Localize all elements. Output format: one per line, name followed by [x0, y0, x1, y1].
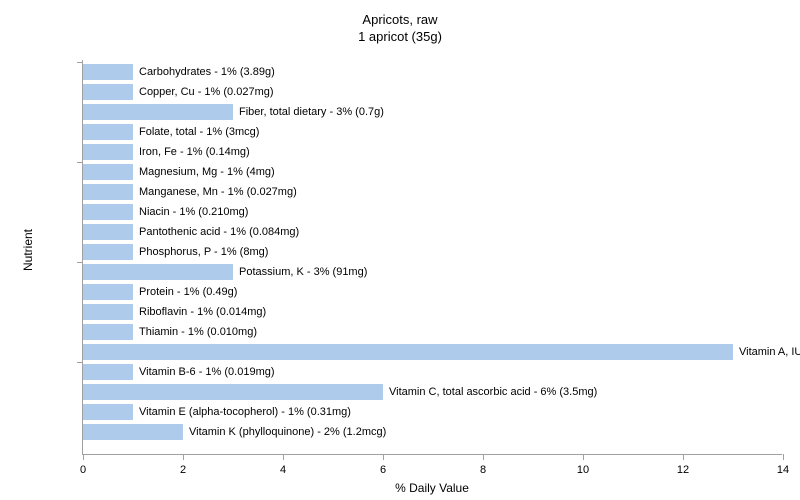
bar-label: Magnesium, Mg - 1% (4mg) [139, 166, 275, 178]
bar-row: Vitamin A, IU - 13% (674IU) [83, 344, 800, 360]
bar [83, 84, 133, 100]
bar-label: Vitamin C, total ascorbic acid - 6% (3.5… [389, 386, 597, 398]
bar [83, 64, 133, 80]
plot-area: 02468101214Carbohydrates - 1% (3.89g)Cop… [82, 60, 782, 455]
bar-label: Thiamin - 1% (0.010mg) [139, 326, 257, 338]
x-tick-label: 14 [777, 464, 789, 476]
bar-row: Riboflavin - 1% (0.014mg) [83, 304, 266, 320]
bar-row: Manganese, Mn - 1% (0.027mg) [83, 184, 297, 200]
y-axis-label-text: Nutrient [21, 229, 35, 271]
bar [83, 104, 233, 120]
bar-row: Potassium, K - 3% (91mg) [83, 264, 367, 280]
bar-row: Vitamin K (phylloquinone) - 2% (1.2mcg) [83, 424, 386, 440]
bar [83, 424, 183, 440]
bar-label: Vitamin B-6 - 1% (0.019mg) [139, 366, 275, 378]
bar [83, 324, 133, 340]
bar [83, 384, 383, 400]
x-tick-label: 8 [480, 464, 486, 476]
bar-label: Riboflavin - 1% (0.014mg) [139, 306, 266, 318]
bar-label: Iron, Fe - 1% (0.14mg) [139, 146, 250, 158]
x-tick [383, 454, 384, 460]
x-tick [283, 454, 284, 460]
bar-row: Carbohydrates - 1% (3.89g) [83, 64, 275, 80]
chart-title-block: Apricots, raw 1 apricot (35g) [0, 12, 800, 46]
bar [83, 224, 133, 240]
bar-label: Manganese, Mn - 1% (0.027mg) [139, 186, 297, 198]
bar-row: Phosphorus, P - 1% (8mg) [83, 244, 268, 260]
bar [83, 364, 133, 380]
x-tick-label: 12 [677, 464, 689, 476]
bar [83, 184, 133, 200]
bar-label: Niacin - 1% (0.210mg) [139, 206, 248, 218]
x-tick [83, 454, 84, 460]
x-tick-label: 2 [180, 464, 186, 476]
bar-row: Protein - 1% (0.49g) [83, 284, 237, 300]
bar-label: Fiber, total dietary - 3% (0.7g) [239, 106, 384, 118]
bar-row: Magnesium, Mg - 1% (4mg) [83, 164, 275, 180]
x-tick [183, 454, 184, 460]
bar [83, 284, 133, 300]
bar [83, 124, 133, 140]
x-tick [683, 454, 684, 460]
bar-row: Niacin - 1% (0.210mg) [83, 204, 248, 220]
bar-row: Folate, total - 1% (3mcg) [83, 124, 259, 140]
bar [83, 164, 133, 180]
bar-row: Vitamin C, total ascorbic acid - 6% (3.5… [83, 384, 597, 400]
bar [83, 404, 133, 420]
bar [83, 264, 233, 280]
bar [83, 144, 133, 160]
x-tick [483, 454, 484, 460]
bar-row: Pantothenic acid - 1% (0.084mg) [83, 224, 299, 240]
bar-label: Potassium, K - 3% (91mg) [239, 266, 367, 278]
chart-title-line1: Apricots, raw [0, 12, 800, 29]
bar-row: Iron, Fe - 1% (0.14mg) [83, 144, 250, 160]
bar-label: Protein - 1% (0.49g) [139, 286, 237, 298]
bar-row: Fiber, total dietary - 3% (0.7g) [83, 104, 384, 120]
bar-label: Pantothenic acid - 1% (0.084mg) [139, 226, 299, 238]
bar [83, 344, 733, 360]
bar [83, 204, 133, 220]
x-tick-label: 0 [80, 464, 86, 476]
y-axis-label: Nutrient [18, 0, 38, 500]
bar-label: Folate, total - 1% (3mcg) [139, 126, 259, 138]
bar-label: Phosphorus, P - 1% (8mg) [139, 246, 268, 258]
x-tick [783, 454, 784, 460]
x-tick-label: 6 [380, 464, 386, 476]
chart-title-line2: 1 apricot (35g) [0, 29, 800, 46]
x-tick-label: 4 [280, 464, 286, 476]
bar-row: Vitamin E (alpha-tocopherol) - 1% (0.31m… [83, 404, 351, 420]
bar-label: Carbohydrates - 1% (3.89g) [139, 66, 275, 78]
x-tick [583, 454, 584, 460]
nutrient-chart: Apricots, raw 1 apricot (35g) Nutrient 0… [0, 0, 800, 500]
bar-label: Copper, Cu - 1% (0.027mg) [139, 86, 274, 98]
bar [83, 304, 133, 320]
bar-label: Vitamin K (phylloquinone) - 2% (1.2mcg) [189, 426, 386, 438]
bar [83, 244, 133, 260]
y-tick [77, 362, 83, 363]
bar-row: Vitamin B-6 - 1% (0.019mg) [83, 364, 275, 380]
y-tick [77, 262, 83, 263]
x-axis-label: % Daily Value [82, 481, 782, 495]
bar-label: Vitamin A, IU - 13% (674IU) [739, 346, 800, 358]
x-tick-label: 10 [577, 464, 589, 476]
bar-row: Thiamin - 1% (0.010mg) [83, 324, 257, 340]
bar-row: Copper, Cu - 1% (0.027mg) [83, 84, 274, 100]
y-tick [77, 162, 83, 163]
bar-label: Vitamin E (alpha-tocopherol) - 1% (0.31m… [139, 406, 351, 418]
y-tick [77, 62, 83, 63]
